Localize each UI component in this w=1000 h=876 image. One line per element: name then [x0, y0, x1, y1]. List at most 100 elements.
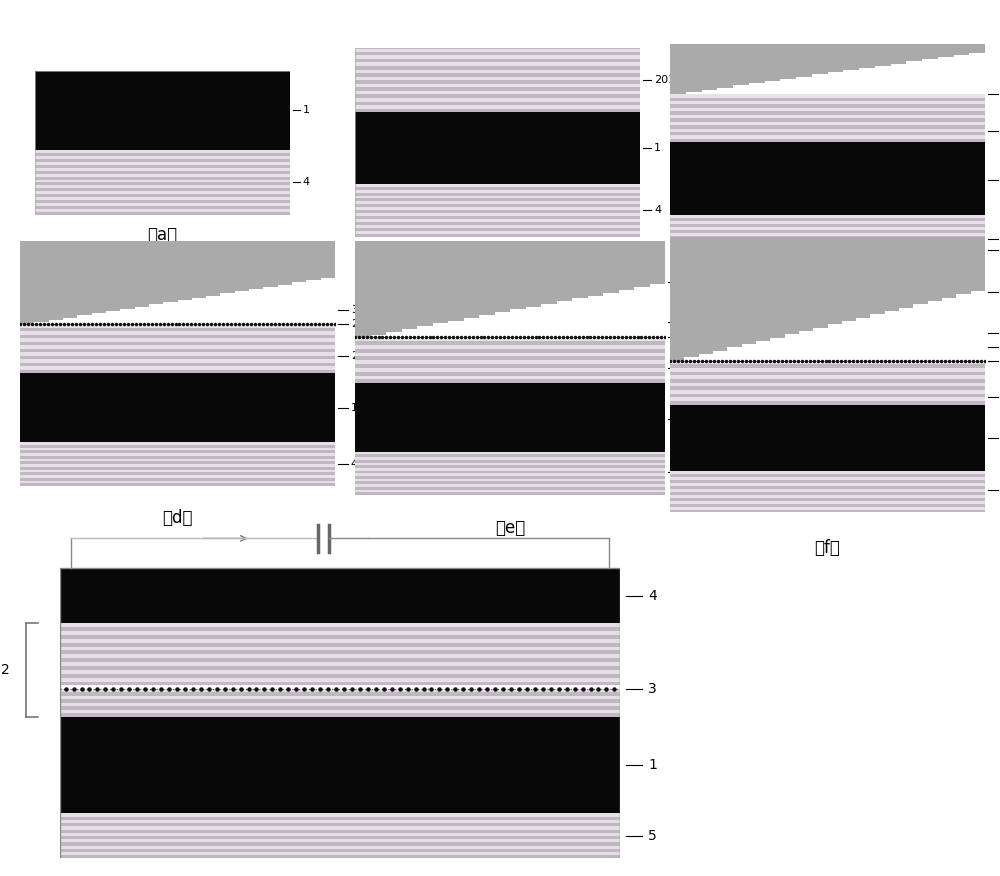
- Bar: [35, 162, 290, 165]
- Bar: [249, 231, 263, 289]
- Bar: [541, 231, 556, 304]
- Bar: [448, 231, 464, 321]
- Bar: [355, 62, 640, 66]
- Bar: [60, 678, 620, 682]
- Bar: [702, 13, 717, 90]
- Bar: [670, 111, 985, 115]
- Bar: [906, 13, 922, 61]
- Bar: [355, 487, 665, 490]
- Bar: [355, 376, 665, 379]
- Bar: [60, 826, 620, 830]
- Bar: [386, 231, 402, 332]
- Bar: [60, 699, 620, 703]
- Bar: [20, 324, 335, 328]
- Bar: [785, 223, 799, 335]
- Bar: [670, 95, 985, 97]
- Bar: [956, 223, 971, 294]
- Bar: [355, 342, 665, 345]
- Text: 2022: 2022: [351, 319, 379, 329]
- Bar: [355, 222, 640, 225]
- Bar: [670, 217, 985, 221]
- Bar: [60, 658, 620, 662]
- Bar: [60, 662, 620, 666]
- Bar: [355, 59, 640, 62]
- Bar: [885, 223, 899, 311]
- Bar: [35, 182, 290, 186]
- Bar: [843, 13, 859, 70]
- Text: （f）: （f）: [815, 540, 840, 557]
- Text: 5: 5: [648, 829, 657, 843]
- Bar: [670, 368, 985, 371]
- Bar: [670, 108, 985, 111]
- Text: 1: 1: [654, 143, 661, 153]
- Text: 2022: 2022: [680, 332, 709, 343]
- Bar: [355, 216, 640, 219]
- Bar: [60, 849, 620, 852]
- Bar: [799, 223, 813, 331]
- Bar: [355, 91, 640, 95]
- Bar: [63, 231, 77, 318]
- Bar: [60, 830, 620, 833]
- Bar: [828, 223, 842, 324]
- Bar: [813, 223, 828, 328]
- Bar: [670, 477, 985, 480]
- Bar: [670, 483, 985, 486]
- Bar: [670, 398, 985, 401]
- Bar: [60, 670, 620, 674]
- Bar: [355, 81, 640, 84]
- Bar: [494, 231, 510, 312]
- Bar: [355, 213, 640, 216]
- Bar: [670, 139, 985, 143]
- Bar: [35, 173, 290, 177]
- Bar: [402, 231, 417, 329]
- Bar: [670, 376, 985, 379]
- Bar: [670, 136, 985, 139]
- Text: 4: 4: [303, 178, 310, 187]
- Bar: [670, 227, 985, 230]
- Bar: [60, 852, 620, 855]
- Bar: [765, 13, 780, 81]
- Bar: [670, 506, 985, 510]
- Bar: [20, 475, 335, 478]
- Bar: [60, 568, 620, 858]
- Bar: [355, 231, 370, 337]
- Bar: [60, 631, 620, 635]
- Bar: [355, 95, 640, 98]
- Bar: [355, 105, 640, 109]
- Bar: [20, 484, 335, 486]
- Bar: [355, 364, 665, 368]
- Bar: [292, 231, 306, 282]
- Bar: [355, 484, 665, 487]
- Bar: [20, 462, 335, 464]
- Bar: [670, 257, 985, 260]
- Text: 1: 1: [303, 105, 310, 116]
- Bar: [35, 153, 290, 156]
- Bar: [60, 713, 620, 717]
- Bar: [35, 165, 290, 168]
- Bar: [572, 231, 588, 299]
- Bar: [163, 231, 178, 302]
- Bar: [20, 359, 335, 363]
- Bar: [60, 623, 620, 627]
- Bar: [355, 353, 665, 357]
- Bar: [670, 221, 985, 223]
- Bar: [35, 188, 290, 191]
- Bar: [355, 52, 640, 55]
- Bar: [355, 368, 665, 371]
- Bar: [717, 13, 733, 88]
- Bar: [60, 703, 620, 706]
- Bar: [686, 13, 702, 92]
- Bar: [464, 231, 479, 318]
- Bar: [20, 467, 335, 470]
- Bar: [355, 379, 665, 383]
- Bar: [355, 84, 640, 88]
- Bar: [220, 231, 235, 293]
- Bar: [670, 371, 985, 376]
- Text: 201: 201: [680, 363, 702, 373]
- Bar: [742, 223, 756, 344]
- Bar: [20, 370, 335, 373]
- Text: 1: 1: [351, 403, 358, 413]
- Bar: [77, 231, 92, 315]
- Bar: [60, 823, 620, 826]
- Bar: [20, 464, 335, 467]
